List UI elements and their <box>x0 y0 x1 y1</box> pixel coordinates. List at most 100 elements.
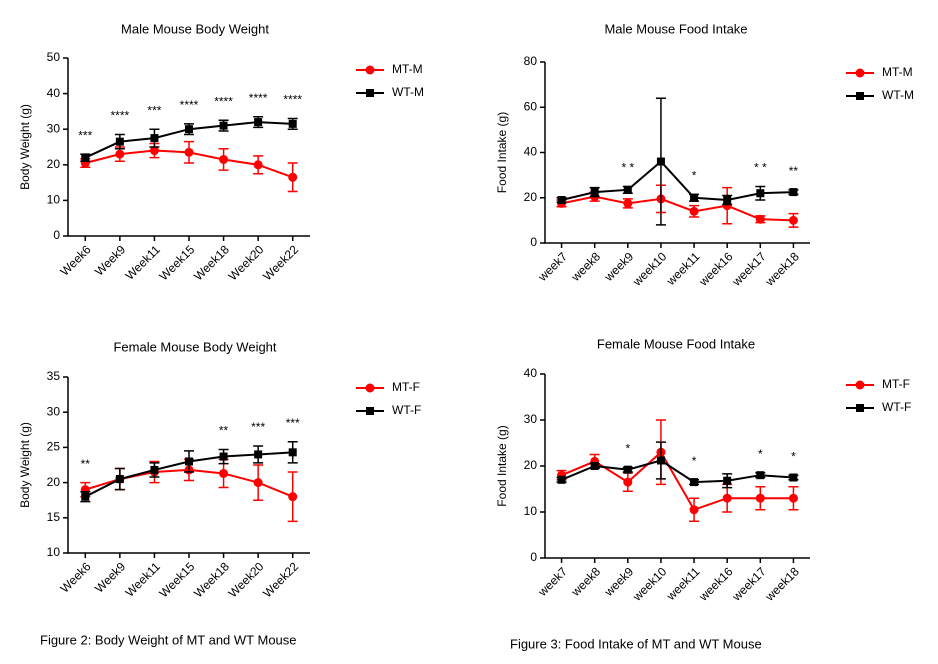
x-tick-label: week10 <box>629 249 669 289</box>
legend-label: WT-F <box>392 403 421 417</box>
x-tick-label: week16 <box>696 564 736 604</box>
marker <box>756 189 765 198</box>
marker <box>623 477 633 487</box>
caption: Figure 3: Food Intake of MT and WT Mouse <box>510 636 762 651</box>
significance: * * <box>621 161 634 175</box>
y-tick-label: 0 <box>530 235 537 249</box>
marker <box>623 185 632 194</box>
x-tick-label: week11 <box>663 249 702 288</box>
significance: *** <box>78 128 92 142</box>
y-tick-label: 0 <box>530 550 537 564</box>
marker <box>115 137 124 146</box>
x-tick-label: Week6 <box>57 242 93 278</box>
y-tick-label: 35 <box>47 369 61 383</box>
significance: *** <box>147 103 161 117</box>
marker <box>288 448 297 457</box>
marker <box>788 493 798 503</box>
marker <box>253 478 263 488</box>
legend-label: WT-M <box>392 85 424 99</box>
legend-label: WT-M <box>882 88 914 102</box>
y-tick-label: 40 <box>524 366 538 380</box>
marker <box>288 492 298 502</box>
chart-title: Female Mouse Food Intake <box>597 336 755 351</box>
y-axis-label: Body Weight (g) <box>18 422 32 508</box>
marker <box>789 473 798 482</box>
x-tick-label: Week20 <box>226 242 267 283</box>
marker <box>115 149 125 159</box>
marker <box>185 125 193 134</box>
marker <box>288 172 298 182</box>
y-tick-label: 20 <box>524 190 538 204</box>
x-tick-label: week11 <box>663 564 702 603</box>
significance: *** <box>286 416 300 430</box>
significance: * <box>625 442 630 456</box>
marker <box>623 465 632 474</box>
significance: **** <box>283 93 302 107</box>
marker <box>150 465 159 474</box>
significance: ** <box>81 457 91 471</box>
x-tick-label: Week22 <box>260 559 301 600</box>
x-tick-label: Week11 <box>123 242 163 282</box>
x-tick-label: week7 <box>535 249 570 284</box>
significance: ** <box>219 424 229 438</box>
marker <box>253 160 263 170</box>
marker <box>184 147 194 157</box>
marker <box>557 475 566 484</box>
marker <box>856 404 864 412</box>
y-tick-label: 30 <box>47 121 61 135</box>
y-tick-label: 60 <box>524 99 538 113</box>
marker <box>756 471 765 480</box>
marker <box>219 452 228 461</box>
marker <box>656 456 665 465</box>
legend-label: MT-M <box>882 65 913 79</box>
legend-label: WT-F <box>882 400 911 414</box>
x-tick-label: week18 <box>762 564 802 604</box>
y-tick-label: 30 <box>47 404 61 418</box>
x-tick-label: Week20 <box>226 559 267 600</box>
x-tick-label: Week22 <box>260 242 301 283</box>
series-line <box>561 450 794 511</box>
significance: ** <box>789 164 799 178</box>
legend-label: MT-M <box>392 62 423 76</box>
y-tick-label: 50 <box>47 50 61 64</box>
y-tick-label: 20 <box>47 475 61 489</box>
marker <box>366 407 374 415</box>
marker <box>789 188 798 197</box>
marker <box>722 493 732 503</box>
marker <box>149 146 159 156</box>
marker <box>150 134 159 143</box>
significance: * <box>692 454 697 468</box>
y-tick-label: 40 <box>524 145 538 159</box>
y-axis-label: Body Weight (g) <box>18 104 32 190</box>
legend-label: MT-F <box>882 377 910 391</box>
marker <box>366 89 374 97</box>
x-tick-label: week16 <box>696 249 736 289</box>
chart: Female Mouse Body Weight Body Weight (g) 1… <box>18 339 421 600</box>
y-tick-label: 10 <box>524 504 538 518</box>
y-tick-label: 40 <box>47 86 61 100</box>
x-tick-label: Week18 <box>191 559 232 600</box>
marker <box>755 493 765 503</box>
marker <box>219 121 228 130</box>
x-tick-label: week18 <box>762 249 802 289</box>
significance: * <box>692 169 697 183</box>
marker <box>254 118 263 127</box>
significance: **** <box>249 91 268 105</box>
legend-label: MT-F <box>392 380 420 394</box>
marker <box>557 196 566 205</box>
marker <box>254 450 263 459</box>
significance: * * <box>754 161 767 175</box>
marker <box>185 457 193 466</box>
significance: *** <box>251 420 265 434</box>
significance: * <box>758 447 763 461</box>
marker <box>689 505 699 515</box>
y-tick-label: 10 <box>47 545 61 559</box>
marker <box>788 215 798 225</box>
marker <box>365 65 375 75</box>
x-tick-label: week17 <box>729 249 769 289</box>
marker <box>81 153 90 162</box>
marker <box>689 206 699 216</box>
y-tick-label: 30 <box>524 412 538 426</box>
marker <box>590 462 599 470</box>
